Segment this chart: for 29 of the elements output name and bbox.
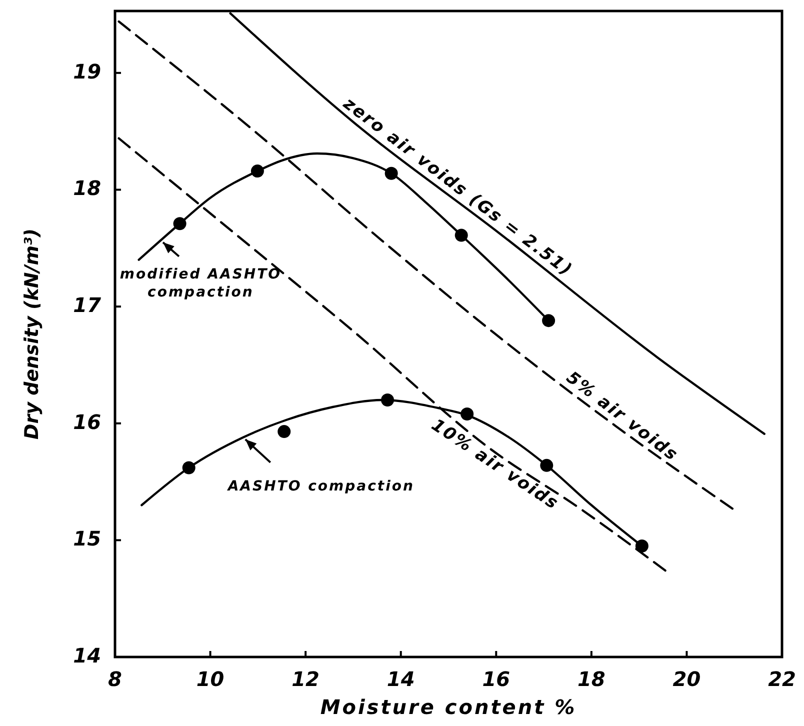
point — [384, 166, 398, 180]
legend-label: modified AASHTO compaction — [120, 266, 282, 300]
point — [460, 408, 474, 421]
point — [381, 394, 394, 406]
x-axis-title: Moisture content % — [320, 695, 577, 719]
point — [250, 164, 264, 178]
y-tick-label: 17 — [73, 293, 102, 318]
x-tick-label: 18 — [578, 667, 606, 691]
y-tick-label: 18 — [73, 176, 102, 200]
x-tick-label: 14 — [386, 667, 415, 691]
line-series — [118, 20, 734, 510]
point — [278, 425, 291, 438]
x-tick-label: 12 — [292, 667, 320, 691]
point — [454, 228, 468, 242]
point — [182, 461, 196, 474]
y-tick-label: 16 — [73, 410, 102, 434]
point — [173, 217, 186, 230]
x-tick-label: 8 — [108, 667, 122, 691]
y-axis-title: Dry density (kN/m³) — [21, 228, 43, 440]
x-tick-label: 22 — [768, 667, 796, 691]
y-tick-label: 15 — [73, 526, 101, 551]
point — [635, 540, 648, 553]
x-tick-label: 20 — [672, 667, 701, 691]
legend-label: AASHTO compaction — [226, 478, 414, 494]
y-tick-label: 14 — [73, 643, 101, 668]
x-tick-label: 16 — [482, 667, 510, 691]
y-tick-label: 19 — [73, 59, 102, 84]
x-tick-label: 10 — [196, 667, 224, 691]
point — [542, 314, 556, 328]
